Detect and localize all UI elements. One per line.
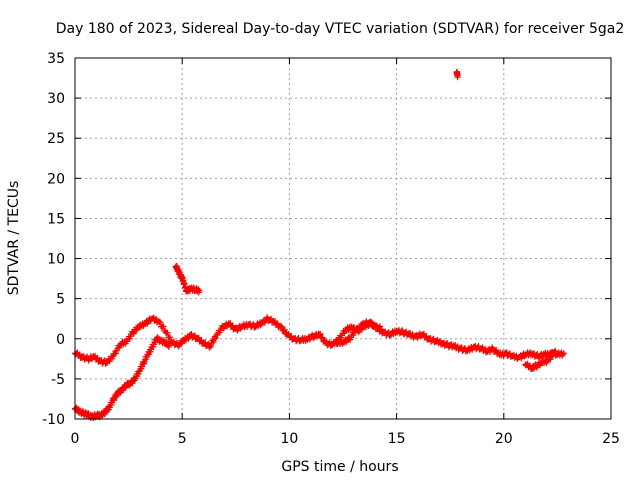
x-tick-label: 10 bbox=[280, 431, 298, 447]
x-tick-label: 25 bbox=[602, 431, 620, 447]
series-5 bbox=[453, 68, 461, 81]
series-2 bbox=[172, 262, 203, 296]
x-tick-label: 20 bbox=[495, 431, 513, 447]
y-axis-label: SDTVAR / TECUs bbox=[6, 181, 22, 296]
y-tick-label: 20 bbox=[47, 171, 65, 187]
y-tick-label: 15 bbox=[47, 211, 65, 227]
data-point-fill bbox=[319, 334, 326, 341]
data-point-fill bbox=[281, 326, 288, 333]
y-tick-label: 35 bbox=[47, 51, 65, 67]
y-tick-label: -10 bbox=[42, 412, 65, 428]
data-point-fill bbox=[157, 319, 164, 326]
data-point-fill bbox=[212, 335, 219, 342]
series-4 bbox=[522, 347, 559, 373]
series-3 bbox=[333, 318, 385, 348]
data-point-fill bbox=[560, 351, 567, 358]
series-1 bbox=[72, 334, 173, 422]
y-tick-label: 0 bbox=[56, 332, 65, 348]
x-tick-label: 15 bbox=[388, 431, 406, 447]
data-point-fill bbox=[551, 348, 558, 355]
data-point-fill bbox=[377, 327, 384, 334]
y-tick-label: 25 bbox=[47, 131, 65, 147]
chart-title: Day 180 of 2023, Sidereal Day-to-day VTE… bbox=[56, 21, 625, 37]
y-tick-label: 10 bbox=[47, 252, 65, 268]
ticks-layer: 0 5 10 15 20 25 -10 -5 0 5 10 15 20 25 30 35 bbox=[42, 51, 620, 447]
data-points-layer bbox=[72, 68, 567, 422]
data-point-fill bbox=[278, 323, 285, 330]
data-point-fill bbox=[207, 342, 214, 349]
data-point bbox=[207, 343, 214, 350]
data-point-fill bbox=[164, 329, 171, 336]
data-point bbox=[378, 326, 385, 333]
data-point bbox=[552, 347, 559, 354]
x-tick-label: 0 bbox=[71, 431, 80, 447]
data-point-fill bbox=[317, 330, 324, 337]
y-tick-label: 30 bbox=[47, 91, 65, 107]
y-tick-label: 5 bbox=[56, 292, 65, 308]
series-0 bbox=[72, 314, 567, 367]
plot-border bbox=[74, 57, 612, 420]
data-point-fill bbox=[210, 339, 217, 346]
data-point bbox=[560, 350, 567, 357]
data-point bbox=[454, 72, 461, 79]
grid-layer bbox=[75, 58, 611, 419]
data-point bbox=[196, 287, 203, 294]
data-point bbox=[316, 331, 323, 338]
data-point-fill bbox=[160, 323, 167, 330]
x-tick-label: 5 bbox=[178, 431, 187, 447]
data-point-fill bbox=[166, 334, 173, 341]
data-point bbox=[166, 342, 173, 349]
y-tick-label: -5 bbox=[51, 372, 65, 388]
x-axis-label: GPS time / hours bbox=[281, 459, 398, 475]
